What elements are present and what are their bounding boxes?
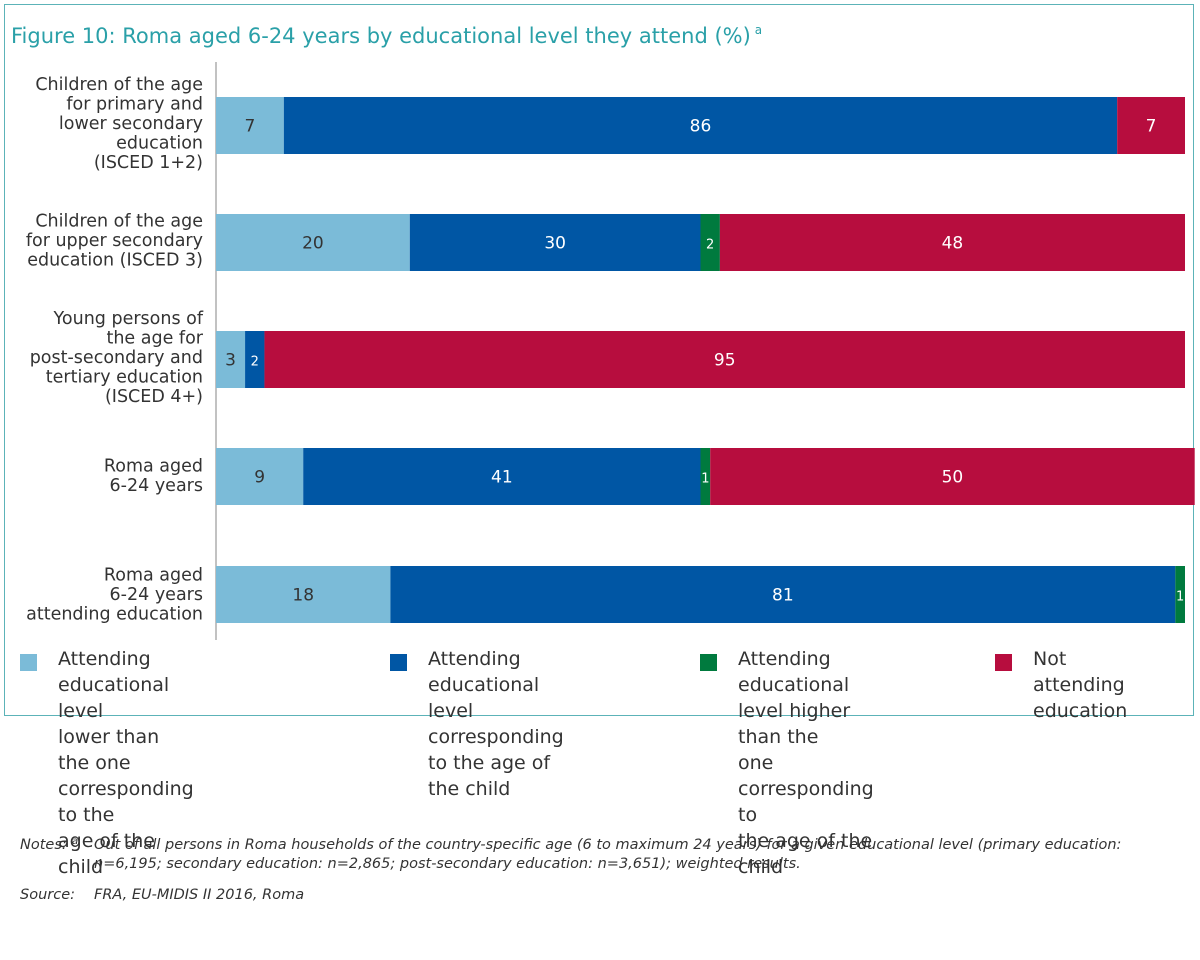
bar-segment [1175, 566, 1185, 623]
notes-section: Notes: a Out of all persons in Roma hous… [20, 836, 1180, 905]
figure-title-footnote-marker: a [754, 23, 763, 37]
data-label: 3 [225, 351, 236, 371]
legend-label-line: corresponding to the [58, 778, 194, 826]
bar-segment [719, 214, 1185, 271]
legend-swatch [995, 654, 1012, 671]
note-row: Notes: a Out of all persons in Roma hous… [20, 836, 1180, 874]
figure-frame [4, 4, 1194, 716]
data-label: 2 [251, 355, 259, 370]
legend-label-line: one corresponding to [738, 752, 874, 826]
data-label: 7 [1146, 117, 1157, 137]
category-label-line: education [116, 134, 203, 154]
legend-label-line: Attending educational level [58, 648, 170, 722]
legend-label-line: level corresponding [428, 700, 564, 748]
bar-segment [303, 448, 701, 505]
legend-label-line: Attending educational [428, 648, 540, 696]
source-label: Source: [20, 887, 76, 903]
bar-segment [216, 214, 410, 271]
bar-segment [264, 331, 1185, 388]
bar-segment [1117, 97, 1185, 154]
legend-swatch [700, 654, 717, 671]
category-label-line: 6-24 years [110, 476, 203, 496]
legend-label: Attending educational level lower than th… [58, 646, 194, 880]
category-label-line: tertiary education [46, 368, 203, 388]
category-label-line: lower secondary [59, 114, 203, 134]
notes-text: Out of all persons in Roma households of… [94, 837, 1122, 872]
stacked-bar-chart: Children of the age for primary and lower … [26, 62, 1195, 640]
bar-segment [409, 214, 701, 271]
category-label: Roma aged 6-24 years attending education [26, 566, 203, 625]
legend-label: Attending educational level corresponding… [428, 646, 564, 802]
category-label-line: for upper secondary [26, 231, 203, 251]
data-label: 20 [302, 234, 324, 254]
legend-label-line: the age of the child [738, 830, 873, 878]
legend-label-line: Not attending [1033, 648, 1125, 696]
legend-label-line: to the age of the child [428, 752, 551, 800]
data-label: 95 [714, 351, 736, 371]
legend-label-line: age of the child [58, 830, 155, 878]
category-label-line: Roma aged [104, 456, 203, 476]
bar-segment [710, 448, 1195, 505]
figure-title-text: Figure 10: Roma aged 6-24 years by educa… [11, 24, 751, 48]
category-label: Young persons of the age for post-secondar… [30, 309, 204, 407]
bar-segment [700, 214, 720, 271]
category-label-line: Children of the age [35, 212, 203, 232]
data-label: 1 [701, 472, 709, 487]
source-row: Source: FRA, EU-MIDIS II 2016, Roma [20, 886, 1180, 905]
bar-segment [245, 331, 265, 388]
data-label: 9 [254, 468, 265, 488]
legend-label-line: lower than the one [58, 726, 160, 774]
data-label: 86 [690, 117, 712, 137]
legend-label-line: Attending educational [738, 648, 850, 696]
bar-segment [283, 97, 1118, 154]
legend-swatch [20, 654, 37, 671]
category-label-line: post-secondary and [30, 348, 203, 368]
bar-segment [216, 566, 391, 623]
category-label-line: attending education [26, 605, 203, 625]
category-label-line: (ISCED 4+) [105, 387, 203, 407]
legend-label: Attending educational level higher than t… [738, 646, 874, 880]
chart-legend: Attending educational level lower than th… [20, 646, 1200, 878]
legend-label-line: level higher than the [738, 700, 851, 748]
bar-segment [216, 331, 246, 388]
category-label: Children of the age for upper secondary ed… [26, 212, 203, 271]
category-label-line: education (ISCED 3) [27, 251, 203, 271]
category-label: Roma aged 6-24 years [104, 456, 203, 496]
data-label: 50 [942, 468, 964, 488]
bar-segment [216, 97, 284, 154]
data-label: 18 [292, 586, 314, 606]
notes-footnote-marker: a [72, 836, 79, 847]
figure-title: Figure 10: Roma aged 6-24 years by educa… [8, 6, 1192, 54]
data-label: 1 [1176, 590, 1184, 605]
data-label: 7 [245, 117, 256, 137]
bar-segment [700, 448, 711, 505]
category-label-line: 6-24 years [110, 585, 203, 605]
data-label: 41 [491, 468, 513, 488]
data-label: 2 [706, 238, 714, 253]
legend-swatch [390, 654, 407, 671]
notes-label: Notes: [20, 837, 67, 853]
category-label: Children of the age for primary and lower … [35, 75, 203, 173]
data-label: 48 [942, 234, 964, 254]
category-label-line: for primary and [66, 95, 203, 115]
legend-label-line: education [1033, 700, 1128, 722]
category-label-line: Young persons of [53, 309, 204, 329]
source-text: FRA, EU-MIDIS II 2016, Roma [94, 887, 305, 903]
category-label-line: the age for [106, 329, 203, 349]
category-label-line: Children of the age [35, 75, 203, 95]
category-label-line: Roma aged [104, 566, 203, 586]
category-label-line: (ISCED 1+2) [94, 153, 203, 173]
bar-segment [390, 566, 1176, 623]
legend-label: Not attending education [1033, 646, 1127, 724]
data-label: 81 [772, 586, 794, 606]
data-label: 30 [544, 234, 566, 254]
bar-segment [216, 448, 304, 505]
